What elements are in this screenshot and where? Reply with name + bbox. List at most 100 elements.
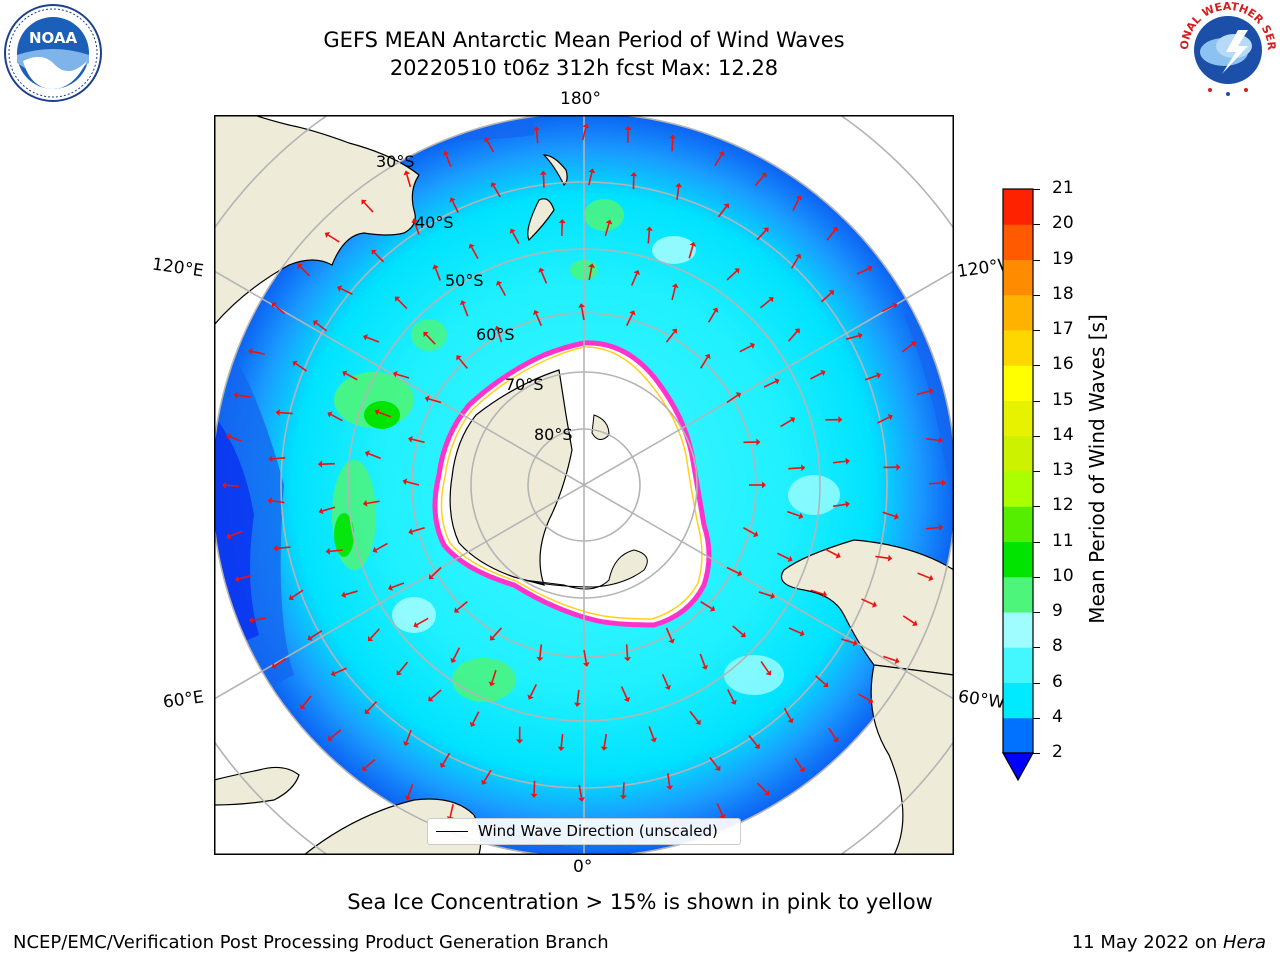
wave-arrow-head <box>267 497 273 505</box>
colorbar-tick-label: 9 <box>1052 601 1063 621</box>
wave-arrow-head <box>600 746 608 751</box>
legend-line-swatch <box>436 831 468 832</box>
wave-arrow-head <box>624 657 632 662</box>
wave-arrow-head <box>275 409 280 417</box>
wave-arrow-shaft <box>366 336 380 343</box>
wave-arrow-head <box>799 766 806 773</box>
colorbar-tick-mark <box>1033 294 1040 296</box>
wave-arrow-shaft <box>661 674 669 687</box>
wave-arrow-shaft <box>560 733 564 748</box>
wave-arrow-shaft <box>794 757 803 770</box>
colorbar-segment <box>1003 471 1033 507</box>
wave-arrow-shaft <box>237 394 251 398</box>
wave-arrow-shaft <box>883 655 896 662</box>
wave-arrow-head <box>588 168 596 174</box>
wave-arrow-head <box>516 739 524 744</box>
wave-arrow-shaft <box>622 782 625 796</box>
wave-arrow-head <box>629 310 636 316</box>
wave-arrow-shaft <box>901 343 914 353</box>
colorbar-tick-mark <box>1033 259 1040 261</box>
colorbar-tick-label: 18 <box>1052 283 1074 304</box>
wave-arrow-shaft <box>398 661 409 673</box>
wave-arrow-shaft <box>251 350 265 355</box>
wave-arrow-shaft <box>810 372 823 380</box>
wave-arrow-head <box>734 268 740 274</box>
wave-arrow-head <box>798 512 804 520</box>
colorbar-tick-mark <box>1033 576 1040 578</box>
wave-arrow-head <box>432 264 439 270</box>
wave-arrow-head <box>695 719 701 725</box>
wave-arrow-shaft <box>726 566 739 574</box>
wave-arrow-shaft <box>926 526 940 530</box>
wave-arrow-head <box>318 507 324 515</box>
wave-arrow-shaft <box>917 572 930 579</box>
wave-arrow-shaft <box>238 574 252 580</box>
wave-arrow-shaft <box>689 710 699 723</box>
colorbar-tick-mark <box>1033 753 1040 754</box>
wave-arrow-shaft <box>366 701 378 712</box>
wave-arrow-head <box>423 331 429 338</box>
lat-label-30s: 30°S <box>376 152 415 171</box>
colorbar-tick-label: 21 <box>1052 178 1074 198</box>
wave-arrow-shaft <box>832 460 847 464</box>
wave-arrow-head <box>764 790 770 796</box>
wave-arrow-shaft <box>442 752 451 765</box>
colorbar-tick-mark <box>1033 365 1040 367</box>
wave-arrow-head <box>325 547 330 555</box>
wave-arrow-head <box>362 765 368 771</box>
colorbar-label: Mean Period of Wind Waves [s] <box>1085 314 1109 624</box>
graticule <box>214 115 954 855</box>
wave-arrow-shaft <box>700 600 713 610</box>
wave-arrow-shaft <box>825 548 838 557</box>
wave-arrow-head <box>364 450 370 457</box>
wave-arrow-shaft <box>709 756 719 769</box>
wave-arrow-head <box>450 657 457 663</box>
wave-arrow-head <box>403 170 411 176</box>
wave-arrow-shaft <box>815 675 826 685</box>
wave-arrow-head <box>876 372 882 379</box>
colorbar-segment <box>1003 576 1033 613</box>
wave-arrow-head <box>396 669 403 676</box>
wave-arrow-shaft <box>757 782 768 794</box>
wave-arrow-shaft <box>449 804 454 818</box>
wave-arrow-shaft <box>845 335 859 340</box>
wave-arrow-head <box>558 219 566 224</box>
wave-arrow-head <box>887 554 893 562</box>
wave-arrow-head <box>313 320 319 326</box>
wave-arrow-head <box>763 227 769 233</box>
wave-arrow-head <box>845 500 850 508</box>
wave-arrow-shaft <box>581 127 587 141</box>
wave-arrow-shaft <box>373 252 385 263</box>
colorbar-tick-mark <box>1033 541 1040 543</box>
wave-arrow-shaft <box>583 649 588 663</box>
wave-arrow-shaft <box>470 246 479 259</box>
wave-arrow-head <box>795 253 802 260</box>
wave-arrow-shaft <box>780 419 793 428</box>
colorbar-tick-mark <box>1033 471 1040 472</box>
wave-arrow-head <box>424 395 430 403</box>
wave-arrow-shaft <box>858 693 871 702</box>
wave-arrow-shaft <box>411 526 425 533</box>
wave-arrow-shaft <box>603 733 608 747</box>
wave-arrow-shaft <box>759 299 772 309</box>
wave-arrow-shaft <box>928 482 943 485</box>
wave-arrow-shaft <box>363 201 374 213</box>
colorbar-segment <box>1003 612 1033 648</box>
colorbar-tick-mark <box>1033 612 1040 613</box>
wave-arrow-head <box>307 634 313 641</box>
lon-label-120e: 120°E <box>150 254 205 282</box>
colorbar-tick-mark <box>1033 330 1040 331</box>
wave-arrow-head <box>928 574 934 582</box>
wave-arrow-head <box>910 341 916 347</box>
colorbar-segment <box>1003 330 1033 366</box>
wave-arrow-shaft <box>327 234 340 243</box>
wave-arrow-head <box>774 378 780 385</box>
wave-arrow-shaft <box>458 357 468 369</box>
wave-arrow-head <box>588 263 596 268</box>
wave-arrow-head <box>408 435 413 443</box>
lon-label-60w: 60°W <box>956 686 1007 714</box>
wave-arrow-head <box>719 813 726 819</box>
wave-arrow-shaft <box>576 689 580 703</box>
wave-arrow-shaft <box>274 657 287 667</box>
wave-arrow-shaft <box>366 500 380 505</box>
